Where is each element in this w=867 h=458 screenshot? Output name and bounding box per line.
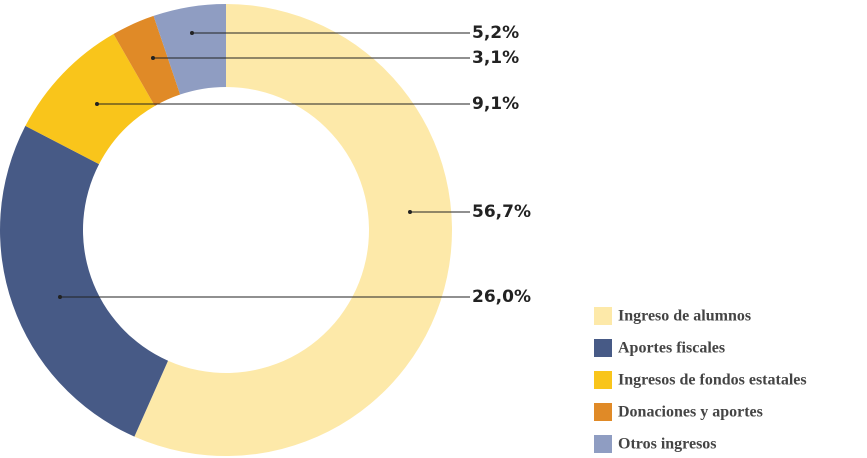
leader-dot — [408, 210, 412, 214]
legend-label: Donaciones y aportes — [618, 404, 763, 421]
leader-dot — [190, 31, 194, 35]
data-label: 3,1% — [472, 48, 519, 68]
data-label: 26,0% — [472, 287, 531, 307]
donut-slice — [134, 4, 453, 457]
data-label: 9,1% — [472, 94, 519, 114]
legend-swatch — [594, 435, 612, 453]
data-label: 5,2% — [472, 23, 519, 43]
legend-label: Aportes fiscales — [618, 340, 725, 357]
legend-label: Otros ingresos — [618, 436, 717, 453]
donut-slice — [153, 4, 226, 95]
donut-slice — [113, 15, 181, 106]
legend-swatch — [594, 307, 612, 325]
legend-swatch — [594, 339, 612, 357]
legend-swatch — [594, 403, 612, 421]
legend-label: Ingreso de alumnos — [618, 308, 751, 325]
donut-slice — [0, 125, 169, 437]
data-label: 56,7% — [472, 202, 531, 222]
legend-label: Ingresos de fondos estatales — [618, 372, 807, 389]
legend-swatch — [594, 371, 612, 389]
leader-dot — [151, 56, 155, 60]
donut-slice — [25, 33, 155, 165]
leader-dot — [95, 102, 99, 106]
leader-dot — [58, 295, 62, 299]
